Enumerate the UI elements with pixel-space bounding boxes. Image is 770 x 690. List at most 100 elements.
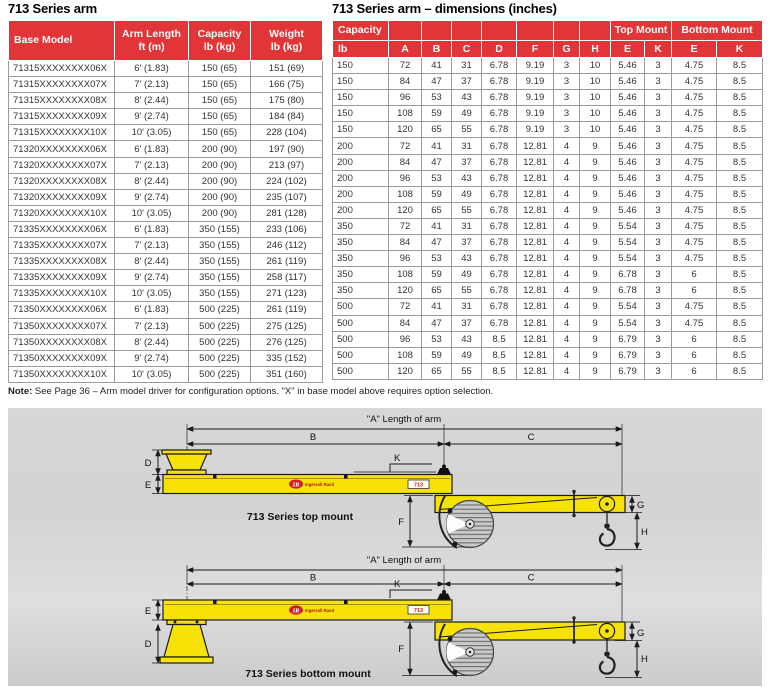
dim-label-k: K xyxy=(394,579,401,590)
column-header-base-model: Base Model xyxy=(8,20,115,61)
dim-label-h: H xyxy=(641,527,648,538)
table-cell: 96 xyxy=(388,89,422,107)
table-cell: 8.5 xyxy=(716,105,763,123)
table-row: 71350XXXXXXXX06X 6' (1.83) 500 (225) 261… xyxy=(8,301,323,319)
table-cell: 6.78 xyxy=(610,282,645,300)
table-cell: 108 xyxy=(388,185,422,203)
table-cell-arm-length: 10' (3.05) xyxy=(114,204,189,222)
table-cell: 3 xyxy=(644,330,672,348)
table-cell: 6 xyxy=(671,266,717,284)
column-header-g: G xyxy=(553,40,580,58)
table-cell: 4.75 xyxy=(671,217,717,236)
table-cell: 37 xyxy=(451,73,482,91)
arm-badge: 713 xyxy=(407,479,430,489)
table-cell-capacity: 200 (90) xyxy=(188,156,251,174)
table-cell-weight: 175 (80) xyxy=(250,92,323,110)
table-cell: 5.46 xyxy=(610,137,645,155)
table-cell: 3 xyxy=(644,346,672,364)
column-header-arm-length: Arm Length ft (m) xyxy=(114,20,189,61)
column-header-bottom-e: E xyxy=(671,40,717,58)
column-header-a: A xyxy=(388,40,422,58)
table-cell: 4.75 xyxy=(671,169,717,187)
table-cell: 500 xyxy=(332,346,389,364)
table-row: 350 108 59 49 6.78 12.81 4 9 6.78 3 6 8.… xyxy=(332,266,763,284)
table-cell: 8.5 xyxy=(716,153,763,171)
table-cell: 8.5 xyxy=(481,362,517,380)
table-cell: 72 xyxy=(388,217,422,236)
table-cell: 200 xyxy=(332,169,389,187)
table-cell: 6.78 xyxy=(481,234,517,252)
table-cell: 6.78 xyxy=(481,137,517,155)
table-cell: 72 xyxy=(388,137,422,155)
table-cell: 8.5 xyxy=(716,185,763,203)
table-cell-arm-length: 6' (1.83) xyxy=(114,301,189,319)
table-cell: 150 xyxy=(332,56,389,75)
table-cell: 65 xyxy=(421,362,452,380)
table-cell: 3 xyxy=(644,201,672,219)
table-cell: 8.5 xyxy=(716,250,763,268)
dim-label-arm-length: "A" Length of arm xyxy=(367,555,441,566)
arm-dimensions-table-header: Capacity Top Mount Bottom Mount lb A B C… xyxy=(332,20,763,58)
svg-text:713: 713 xyxy=(414,608,423,614)
table-cell: 49 xyxy=(451,105,482,123)
table-cell-weight: 275 (125) xyxy=(250,317,323,335)
column-header-top-e: E xyxy=(610,40,645,58)
table-cell: 108 xyxy=(388,105,422,123)
table-cell: 96 xyxy=(388,330,422,348)
table-cell: 9 xyxy=(579,185,611,203)
table-cell: 6.78 xyxy=(481,314,517,332)
table-cell: 150 xyxy=(332,73,389,91)
table-row: 71320XXXXXXXX07X 7' (2.13) 200 (90) 213 … xyxy=(8,156,323,174)
table-cell: 8.5 xyxy=(716,121,763,139)
table-cell: 12.81 xyxy=(516,266,554,284)
table-cell-arm-length: 8' (2.44) xyxy=(114,253,189,271)
table-cell: 4.75 xyxy=(671,185,717,203)
column-header-b: B xyxy=(421,40,452,58)
table-cell-capacity: 200 (90) xyxy=(188,140,251,158)
table-cell: 5.54 xyxy=(610,217,645,236)
table-cell: 9 xyxy=(579,266,611,284)
table-row: 500 84 47 37 6.78 12.81 4 9 5.54 3 4.75 … xyxy=(332,314,763,332)
table-cell: 120 xyxy=(388,121,422,139)
table-cell: 6.78 xyxy=(481,185,517,203)
table-cell: 4.75 xyxy=(671,234,717,252)
table-cell: 5.46 xyxy=(610,89,645,107)
table-cell-weight: 233 (106) xyxy=(250,220,323,239)
table-cell: 6.78 xyxy=(481,201,517,219)
table-cell: 3 xyxy=(553,105,580,123)
table-cell: 4.75 xyxy=(671,201,717,219)
table-cell-arm-length: 8' (2.44) xyxy=(114,172,189,190)
table-cell-base-model: 71350XXXXXXXX07X xyxy=(8,317,115,335)
table-cell: 4.75 xyxy=(671,153,717,171)
table-cell: 108 xyxy=(388,346,422,364)
table-row: 150 96 53 43 6.78 9.19 3 10 5.46 3 4.75 … xyxy=(332,89,763,107)
table-cell: 3 xyxy=(644,105,672,123)
table-cell-base-model: 71320XXXXXXXX09X xyxy=(8,188,115,206)
table-cell: 12.81 xyxy=(516,137,554,155)
table-cell: 3 xyxy=(553,121,580,139)
table-cell: 31 xyxy=(451,217,482,236)
table-cell: 4.75 xyxy=(671,298,717,316)
table-cell: 55 xyxy=(451,282,482,300)
table-cell: 8.5 xyxy=(716,137,763,155)
table-cell-arm-length: 9' (2.74) xyxy=(114,188,189,206)
table-cell: 6.78 xyxy=(481,217,517,236)
table-cell: 4.75 xyxy=(671,56,717,75)
table-cell: 3 xyxy=(644,137,672,155)
dim-label-arm-length: "A" Length of arm xyxy=(367,414,441,425)
table-cell: 53 xyxy=(421,169,452,187)
table-cell: 5.46 xyxy=(610,121,645,139)
table-cell: 3 xyxy=(644,298,672,316)
table-cell: 84 xyxy=(388,234,422,252)
pivot-pin xyxy=(437,590,451,600)
pulley xyxy=(598,622,616,640)
table-cell: 12.81 xyxy=(516,250,554,268)
table-cell-weight: 166 (75) xyxy=(250,76,323,94)
table-cell: 5.54 xyxy=(610,250,645,268)
table-row: 71315XXXXXXXX06X 6' (1.83) 150 (65) 151 … xyxy=(8,59,323,78)
arm-models-table: Base Model Arm Length ft (m) Capacity lb (… xyxy=(8,20,323,383)
dim-label-b: B xyxy=(310,432,316,443)
table-cell: 4 xyxy=(553,362,580,380)
table-row: 350 72 41 31 6.78 12.81 4 9 5.54 3 4.75 … xyxy=(332,217,763,236)
table-cell: 31 xyxy=(451,56,482,75)
